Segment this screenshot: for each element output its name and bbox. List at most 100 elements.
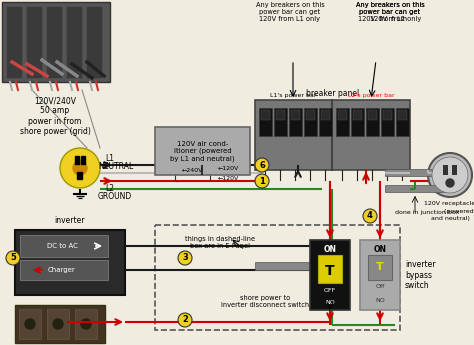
FancyBboxPatch shape <box>274 108 287 136</box>
FancyBboxPatch shape <box>306 110 315 120</box>
Text: ←240V: ←240V <box>182 168 203 174</box>
Text: 3: 3 <box>182 254 188 263</box>
FancyBboxPatch shape <box>360 240 400 310</box>
FancyBboxPatch shape <box>77 172 82 179</box>
FancyBboxPatch shape <box>20 260 108 280</box>
FancyBboxPatch shape <box>15 305 105 343</box>
FancyBboxPatch shape <box>381 108 394 136</box>
Text: T: T <box>376 262 384 272</box>
FancyBboxPatch shape <box>353 110 362 120</box>
Text: inverter: inverter <box>55 216 85 225</box>
FancyBboxPatch shape <box>443 165 448 175</box>
Text: 120V air cond-
itioner (powered
by L1 and neutral): 120V air cond- itioner (powered by L1 an… <box>170 140 235 161</box>
FancyBboxPatch shape <box>261 110 270 120</box>
Text: ON: ON <box>323 245 337 254</box>
Text: T: T <box>325 264 335 278</box>
Text: 4: 4 <box>367 211 373 220</box>
Text: and neutral): and neutral) <box>430 216 469 221</box>
FancyBboxPatch shape <box>368 255 392 280</box>
FancyBboxPatch shape <box>366 108 379 136</box>
Text: GROUND: GROUND <box>98 192 132 201</box>
Text: L1: L1 <box>105 154 114 163</box>
Text: DC to AC: DC to AC <box>46 243 77 249</box>
FancyBboxPatch shape <box>336 108 349 136</box>
FancyBboxPatch shape <box>368 110 377 120</box>
Text: 6: 6 <box>259 160 265 169</box>
Circle shape <box>25 319 35 329</box>
FancyBboxPatch shape <box>75 156 79 164</box>
Circle shape <box>446 179 454 187</box>
Text: done in junction box: done in junction box <box>395 210 459 215</box>
FancyBboxPatch shape <box>396 108 409 136</box>
Text: Any breakers on this
power bar can get
120V  from L2 only: Any breakers on this power bar can get 1… <box>356 2 424 22</box>
FancyBboxPatch shape <box>2 2 110 82</box>
FancyBboxPatch shape <box>291 110 300 120</box>
FancyBboxPatch shape <box>255 262 315 270</box>
Circle shape <box>73 161 87 175</box>
Text: NO: NO <box>375 297 385 303</box>
Text: L1's power bar: L1's power bar <box>270 93 316 98</box>
FancyBboxPatch shape <box>86 6 102 78</box>
Text: things in dashed-line
box are in E-Panel: things in dashed-line box are in E-Panel <box>185 236 255 249</box>
FancyBboxPatch shape <box>26 6 42 78</box>
Circle shape <box>428 153 472 197</box>
FancyBboxPatch shape <box>276 110 285 120</box>
Text: Off: Off <box>375 285 384 289</box>
FancyBboxPatch shape <box>383 110 392 120</box>
FancyBboxPatch shape <box>46 6 62 78</box>
Text: Any breakers on this
power bar can get
120V  from: Any breakers on this power bar can get 1… <box>356 2 424 22</box>
FancyBboxPatch shape <box>75 309 97 339</box>
FancyBboxPatch shape <box>321 110 330 120</box>
FancyBboxPatch shape <box>318 255 342 283</box>
FancyBboxPatch shape <box>81 156 85 164</box>
FancyBboxPatch shape <box>66 6 82 78</box>
Text: NO: NO <box>325 299 335 305</box>
Text: breaker panel: breaker panel <box>306 89 359 98</box>
FancyBboxPatch shape <box>15 230 125 295</box>
Text: 120V/240V
50 amp
power in from
shore power (grid): 120V/240V 50 amp power in from shore pow… <box>19 96 91 136</box>
Text: L2: L2 <box>105 184 114 193</box>
FancyBboxPatch shape <box>255 100 410 170</box>
Text: Any breakers on this
power bar can get
120V from L1 only: Any breakers on this power bar can get 1… <box>255 2 324 22</box>
FancyBboxPatch shape <box>155 127 250 175</box>
FancyBboxPatch shape <box>289 108 302 136</box>
FancyBboxPatch shape <box>351 108 364 136</box>
FancyBboxPatch shape <box>19 309 41 339</box>
FancyBboxPatch shape <box>20 235 108 257</box>
Text: shore power to
inverter disconnect switch: shore power to inverter disconnect switc… <box>221 295 309 308</box>
FancyBboxPatch shape <box>338 110 347 120</box>
FancyBboxPatch shape <box>385 185 445 192</box>
FancyBboxPatch shape <box>6 6 22 78</box>
Circle shape <box>53 319 63 329</box>
Circle shape <box>178 251 192 265</box>
Circle shape <box>432 157 468 193</box>
FancyBboxPatch shape <box>452 165 457 175</box>
Text: (powered by: (powered by <box>444 209 474 214</box>
Text: L2's power bar: L2's power bar <box>348 93 394 98</box>
FancyBboxPatch shape <box>304 108 317 136</box>
Circle shape <box>60 148 100 188</box>
Text: 120V receptacle: 120V receptacle <box>424 201 474 206</box>
Circle shape <box>255 174 269 188</box>
Text: ON: ON <box>374 245 386 254</box>
Text: 2: 2 <box>182 315 188 325</box>
Text: 5: 5 <box>10 254 16 263</box>
FancyBboxPatch shape <box>310 240 350 310</box>
FancyBboxPatch shape <box>47 309 69 339</box>
Text: ←120V: ←120V <box>218 176 238 180</box>
Circle shape <box>178 313 192 327</box>
Circle shape <box>255 158 269 172</box>
Text: 1: 1 <box>259 177 265 186</box>
Text: OFF: OFF <box>324 287 336 293</box>
Text: inverter
bypass
switch: inverter bypass switch <box>405 260 436 290</box>
Text: Charger: Charger <box>48 267 76 273</box>
FancyBboxPatch shape <box>319 108 332 136</box>
FancyBboxPatch shape <box>398 110 407 120</box>
Circle shape <box>6 251 20 265</box>
Text: ←120V: ←120V <box>218 167 238 171</box>
FancyBboxPatch shape <box>385 169 445 176</box>
Circle shape <box>363 209 377 223</box>
Text: NEUTRAL: NEUTRAL <box>98 162 133 171</box>
Circle shape <box>81 319 91 329</box>
FancyBboxPatch shape <box>259 108 272 136</box>
